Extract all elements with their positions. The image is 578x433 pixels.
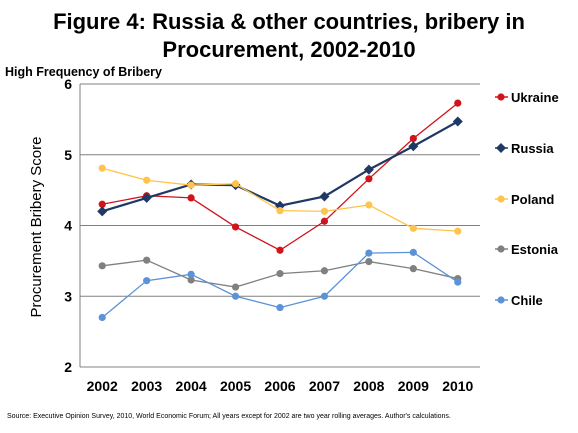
legend: Ukraine Russia Poland Estonia Chile	[495, 90, 559, 308]
x-tick-label-2005: 2005	[220, 378, 251, 394]
chart-title-line-2: Procurement, 2002-2010	[162, 37, 416, 62]
point-estonia-2006	[276, 270, 284, 278]
legend-label-ukraine: Ukraine	[511, 90, 559, 105]
chart-title-line-1: Figure 4: Russia & other countries, brib…	[53, 9, 525, 34]
point-russia-2010	[452, 116, 463, 127]
point-ukraine-2006	[276, 246, 284, 254]
legend-marker-poland	[497, 195, 505, 203]
point-estonia-2007	[320, 267, 329, 275]
high-frequency-note: High Frequency of Bribery	[5, 65, 162, 79]
point-russia-2009	[408, 141, 419, 152]
legend-label-russia: Russia	[511, 141, 554, 156]
point-poland-2002	[98, 164, 106, 172]
point-estonia-2005	[231, 283, 240, 291]
legend-label-poland: Poland	[511, 192, 554, 207]
point-ukraine-2009	[409, 134, 417, 143]
point-ukraine-2005	[231, 223, 240, 231]
legend-label-estonia: Estonia	[511, 242, 559, 257]
x-tick-label-2004: 2004	[176, 378, 207, 394]
point-russia-2002	[97, 206, 108, 217]
y-tick-label-4: 4	[64, 218, 72, 234]
y-tick-label-2: 2	[64, 359, 72, 375]
point-ukraine-2008	[365, 175, 373, 183]
point-ukraine-2007	[320, 217, 329, 225]
series-line-russia	[101, 120, 459, 213]
legend-marker-chile	[497, 296, 505, 304]
point-chile-2002	[98, 313, 106, 322]
gridlines	[80, 83, 480, 297]
series-russia	[97, 116, 463, 217]
point-poland-2007	[320, 207, 329, 215]
point-ukraine-2002	[98, 200, 106, 208]
point-estonia-2002	[98, 262, 106, 270]
point-poland-2003	[143, 176, 151, 184]
x-tick-label-2006: 2006	[264, 378, 295, 394]
y-tick-labels: 2 3 4 5 6	[64, 76, 72, 375]
legend-label-chile: Chile	[511, 293, 543, 308]
point-russia-2008	[363, 164, 374, 175]
point-poland-2006	[276, 207, 284, 215]
y-tick-label-6: 6	[64, 76, 72, 92]
point-chile-2004	[187, 270, 195, 278]
x-tick-label-2002: 2002	[87, 378, 118, 394]
legend-marker-estonia	[497, 245, 505, 253]
point-chile-2005	[231, 292, 240, 300]
x-tick-label-2007: 2007	[309, 378, 340, 394]
series-chile	[98, 248, 462, 322]
point-estonia-2008	[365, 257, 373, 266]
series-estonia	[98, 256, 462, 291]
point-estonia-2009	[409, 265, 417, 273]
point-chile-2008	[365, 249, 373, 257]
point-poland-2010	[454, 227, 462, 235]
x-tick-label-2010: 2010	[442, 378, 473, 394]
point-chile-2009	[409, 248, 417, 256]
series-line-poland	[102, 167, 458, 232]
point-estonia-2003	[143, 256, 151, 264]
legend-marker-russia	[496, 143, 506, 153]
source-note: Source: Executive Opinion Survey, 2010, …	[7, 413, 451, 420]
point-russia-2007	[319, 191, 330, 202]
x-tick-label-2009: 2009	[398, 378, 429, 394]
axes	[79, 84, 480, 368]
point-poland-2008	[365, 201, 373, 209]
point-poland-2005	[231, 180, 240, 188]
point-chile-2006	[276, 303, 284, 312]
y-tick-label-5: 5	[64, 147, 72, 163]
point-chile-2010	[454, 278, 462, 286]
point-estonia-2004	[187, 276, 195, 284]
point-ukraine-2010	[454, 99, 462, 107]
point-chile-2007	[320, 292, 329, 300]
legend-marker-ukraine	[497, 93, 505, 101]
series-poland	[98, 164, 462, 235]
point-russia-2003	[141, 192, 152, 203]
point-ukraine-2004	[187, 194, 195, 202]
y-axis-label: Procurement Bribery Score	[28, 137, 45, 318]
point-poland-2004	[187, 181, 195, 189]
point-poland-2009	[409, 224, 417, 232]
x-tick-label-2003: 2003	[131, 378, 162, 394]
y-tick-label-3: 3	[64, 288, 72, 304]
x-tick-label-2008: 2008	[353, 378, 384, 394]
series-line-ukraine	[102, 102, 459, 252]
point-chile-2003	[143, 277, 151, 285]
x-tick-labels: 2002 2003 2004 2005 2006 2007 2008 2009 2010	[87, 378, 474, 394]
series-ukraine	[98, 99, 462, 254]
series-group	[97, 99, 463, 322]
